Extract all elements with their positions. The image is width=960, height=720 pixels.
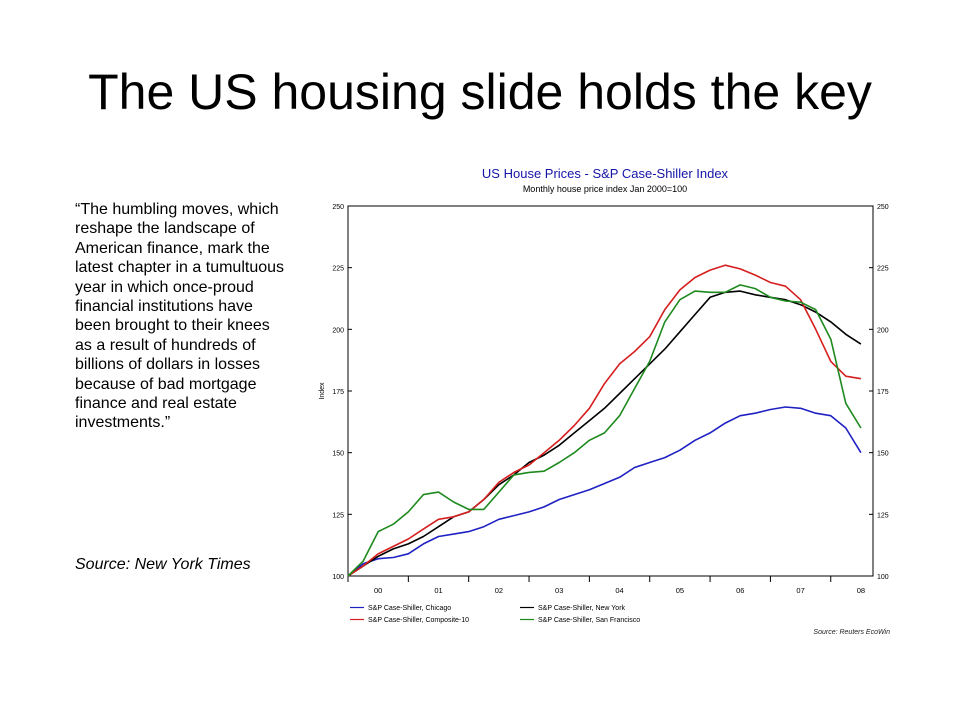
- chart-source-note: Source: Reuters EcoWin: [813, 629, 890, 636]
- y-tick-label-left: 150: [332, 451, 344, 458]
- x-tick-label: 07: [796, 586, 804, 595]
- x-tick-label: 04: [615, 586, 623, 595]
- x-tick-label: 00: [374, 586, 382, 595]
- x-tick-label: 06: [736, 586, 744, 595]
- series-lines: [347, 264, 862, 577]
- series-line: [347, 284, 862, 577]
- x-axis: 00 01 02 03 04 05 06 07 08: [347, 576, 865, 595]
- x-tick-label: 05: [676, 586, 684, 595]
- y-axis-left: 100 125 150 175 200 225 250: [332, 204, 352, 581]
- legend-label: S&P Case-Shiller, Composite-10: [368, 617, 469, 624]
- quote-source: Source: New York Times: [75, 556, 251, 573]
- house-price-chart: US House Prices - S&P Case-Shiller Index…: [319, 166, 890, 636]
- y-tick-label-right: 100: [877, 574, 889, 581]
- y-axis-label: Index: [319, 382, 326, 400]
- y-tick-label-right: 150: [877, 451, 889, 458]
- x-tick-label: 03: [555, 586, 563, 595]
- y-axis-right: 100 125 150 175 200 225 250: [869, 204, 889, 581]
- chart-subtitle: Monthly house price index Jan 2000=100: [523, 184, 687, 194]
- legend-label: S&P Case-Shiller, Chicago: [368, 605, 451, 612]
- y-tick-label-right: 225: [877, 266, 889, 273]
- legend-label: S&P Case-Shiller, New York: [538, 605, 626, 612]
- y-tick-label-left: 225: [332, 266, 344, 273]
- x-tick-label: 08: [857, 586, 865, 595]
- x-tick-label: 02: [495, 586, 503, 595]
- chart-title: US House Prices - S&P Case-Shiller Index: [482, 166, 729, 181]
- y-tick-label-left: 125: [332, 512, 344, 519]
- y-tick-label-right: 200: [877, 327, 889, 334]
- y-tick-label-right: 250: [877, 204, 889, 211]
- plot-frame: [347, 205, 874, 577]
- x-tick-label: 01: [434, 586, 442, 595]
- slide-title: The US housing slide holds the key: [88, 64, 872, 120]
- y-tick-label-left: 200: [332, 327, 344, 334]
- legend-label: S&P Case-Shiller, San Francisco: [538, 617, 640, 624]
- y-tick-label-left: 250: [332, 204, 344, 211]
- chart-legend: S&P Case-Shiller, Chicago S&P Case-Shille…: [350, 605, 640, 624]
- y-tick-label-left: 175: [332, 389, 344, 396]
- quote-text: “The humbling moves, which reshape the l…: [75, 201, 285, 432]
- y-tick-label-right: 125: [877, 512, 889, 519]
- series-line: [347, 406, 862, 577]
- y-tick-label-left: 100: [332, 574, 344, 581]
- series-line: [347, 264, 862, 577]
- y-tick-label-right: 175: [877, 389, 889, 396]
